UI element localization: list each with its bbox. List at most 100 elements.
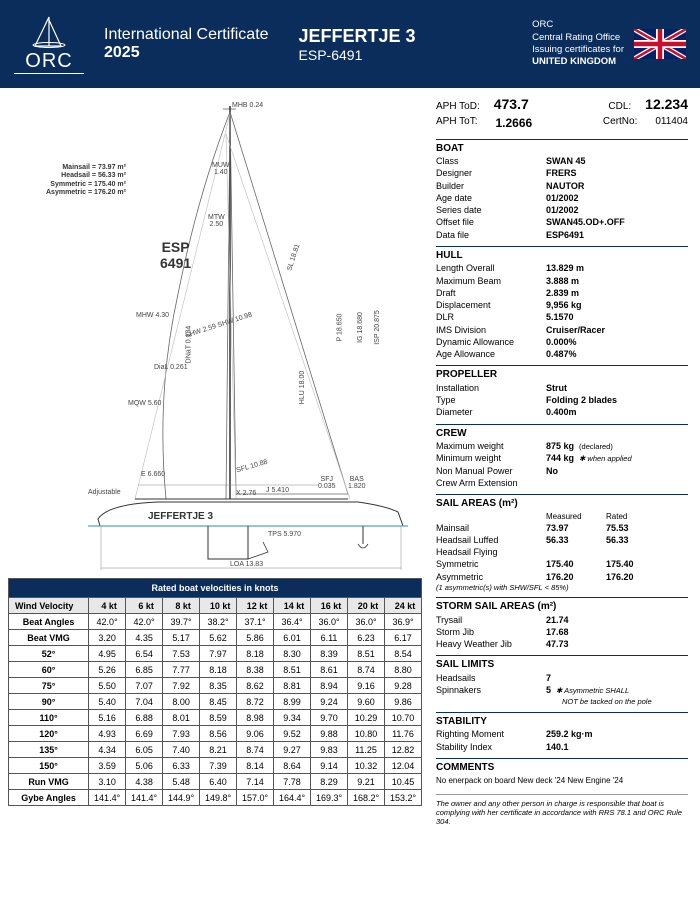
velocity-cell: 6.85 bbox=[126, 662, 163, 678]
dim-hlu: HLU 18.00 bbox=[299, 371, 306, 404]
velocity-cell: 4.93 bbox=[89, 726, 126, 742]
velocity-cell: 8.38 bbox=[237, 662, 274, 678]
velocity-cell: 9.06 bbox=[237, 726, 274, 742]
sailplan-areas: Mainsail = 73.97 m² Headsail = 56.33 m² … bbox=[46, 164, 126, 198]
velocity-cell: 9.28 bbox=[385, 678, 422, 694]
cert-type: International Certificate bbox=[104, 26, 269, 44]
comments-text: No enerpack on board New deck '24 New En… bbox=[436, 776, 688, 786]
velocity-cell: 7.97 bbox=[200, 646, 237, 662]
dim-bas: BAS 1.820 bbox=[348, 476, 366, 490]
velocity-cell: 7.92 bbox=[163, 678, 200, 694]
dim-sfj: SFJ 0.035 bbox=[318, 476, 336, 490]
velocity-cell: 6.69 bbox=[126, 726, 163, 742]
issuer-org: ORC bbox=[532, 19, 624, 31]
velocity-cell: 141.4° bbox=[89, 790, 126, 806]
row-hdr: Beat VMG bbox=[9, 630, 89, 646]
dim-ig: IG 18.680 bbox=[357, 312, 364, 343]
velocity-cell: 10.32 bbox=[348, 758, 385, 774]
row-hdr: Run VMG bbox=[9, 774, 89, 790]
velocity-cell: 8.62 bbox=[237, 678, 274, 694]
velocity-cell: 12.82 bbox=[385, 742, 422, 758]
velocity-cell: 7.40 bbox=[163, 742, 200, 758]
dim-loa: LOA 13.83 bbox=[230, 561, 263, 568]
velocity-cell: 5.50 bbox=[89, 678, 126, 694]
orc-logo: ORC bbox=[14, 14, 84, 74]
certno-label: CertNo: bbox=[603, 116, 637, 131]
ratings-row-2: APH ToT: 1.2666 CertNo: 011404 bbox=[436, 116, 688, 131]
issuer-for: Issuing certificates for bbox=[532, 44, 624, 56]
aph-tod-label: APH ToD: bbox=[436, 101, 480, 114]
velocity-cell: 5.17 bbox=[163, 630, 200, 646]
velocity-cell: 3.59 bbox=[89, 758, 126, 774]
velocity-cell: 7.53 bbox=[163, 646, 200, 662]
velocity-cell: 11.25 bbox=[348, 742, 385, 758]
col-hdr: 6 kt bbox=[126, 598, 163, 614]
dim-dial: DiaL 0.261 bbox=[154, 364, 188, 371]
dim-x2: X 2.76 bbox=[236, 490, 256, 497]
velocity-cell: 168.2° bbox=[348, 790, 385, 806]
dim-p: P 18.650 bbox=[336, 314, 343, 342]
orc-text: ORC bbox=[14, 50, 84, 74]
velocity-cell: 8.30 bbox=[274, 646, 311, 662]
velocity-cell: 8.51 bbox=[348, 646, 385, 662]
table-title: Rated boat velocities in knots bbox=[9, 579, 422, 598]
velocity-cell: 7.77 bbox=[163, 662, 200, 678]
col-hdr: 20 kt bbox=[348, 598, 385, 614]
velocity-cell: 8.54 bbox=[385, 646, 422, 662]
velocity-cell: 9.60 bbox=[348, 694, 385, 710]
velocity-cell: 8.01 bbox=[163, 710, 200, 726]
velocity-cell: 3.20 bbox=[89, 630, 126, 646]
velocity-cell: 8.56 bbox=[200, 726, 237, 742]
velocity-cell: 9.21 bbox=[348, 774, 385, 790]
row-hdr: Gybe Angles bbox=[9, 790, 89, 806]
velocity-cell: 38.2° bbox=[200, 614, 237, 630]
velocity-cell: 6.17 bbox=[385, 630, 422, 646]
velocity-cell: 164.4° bbox=[274, 790, 311, 806]
velocity-cell: 3.10 bbox=[89, 774, 126, 790]
velocity-cell: 5.48 bbox=[163, 774, 200, 790]
velocity-cell: 9.16 bbox=[348, 678, 385, 694]
col-hdr: 14 kt bbox=[274, 598, 311, 614]
velocity-cell: 9.27 bbox=[274, 742, 311, 758]
col-hdr: 8 kt bbox=[163, 598, 200, 614]
velocity-cell: 12.04 bbox=[385, 758, 422, 774]
limits-section-hdr: SAIL LIMITS bbox=[436, 655, 688, 672]
velocity-cell: 9.70 bbox=[311, 710, 348, 726]
sail-number: ESP-6491 bbox=[299, 47, 416, 63]
velocity-cell: 7.39 bbox=[200, 758, 237, 774]
issuer-office: Central Rating Office bbox=[532, 32, 624, 44]
velocity-cell: 36.9° bbox=[385, 614, 422, 630]
hull-section-hdr: HULL bbox=[436, 246, 688, 263]
footer-disclaimer: The owner and any other person in charge… bbox=[436, 794, 688, 826]
velocity-cell: 10.29 bbox=[348, 710, 385, 726]
col-hdr: 12 kt bbox=[237, 598, 274, 614]
sailplan-sailno: ESP 6491 bbox=[160, 239, 191, 271]
velocity-cell: 7.07 bbox=[126, 678, 163, 694]
velocity-cell: 5.40 bbox=[89, 694, 126, 710]
velocity-cell: 8.21 bbox=[200, 742, 237, 758]
row-hdr: 120° bbox=[9, 726, 89, 742]
row-hdr: 60° bbox=[9, 662, 89, 678]
dim-tps: TPS 5.970 bbox=[268, 531, 301, 538]
dim-e: E 6.660 bbox=[141, 471, 165, 478]
velocity-cell: 144.9° bbox=[163, 790, 200, 806]
velocity-cell: 153.2° bbox=[385, 790, 422, 806]
velocity-cell: 6.23 bbox=[348, 630, 385, 646]
velocity-cell: 6.40 bbox=[200, 774, 237, 790]
velocity-cell: 141.4° bbox=[126, 790, 163, 806]
velocity-cell: 5.62 bbox=[200, 630, 237, 646]
sail-plan-diagram: MHB 0.24 MUW 1.40 MTW 2.50 MHW 4.30 MQW … bbox=[8, 94, 422, 574]
col-hdr: 10 kt bbox=[200, 598, 237, 614]
velocity-cell: 6.88 bbox=[126, 710, 163, 726]
velocity-cell: 9.34 bbox=[274, 710, 311, 726]
dim-isp: ISP 20.875 bbox=[374, 310, 381, 345]
dim-mhb: MHB 0.24 bbox=[232, 102, 263, 109]
velocity-cell: 8.14 bbox=[237, 758, 274, 774]
velocity-cell: 5.86 bbox=[237, 630, 274, 646]
velocity-cell: 7.78 bbox=[274, 774, 311, 790]
velocity-cell: 7.04 bbox=[126, 694, 163, 710]
col-hdr: 16 kt bbox=[311, 598, 348, 614]
certno-value: 011404 bbox=[655, 116, 688, 131]
velocity-cell: 5.16 bbox=[89, 710, 126, 726]
boat-id: JEFFERTJE 3 ESP-6491 bbox=[299, 26, 416, 63]
